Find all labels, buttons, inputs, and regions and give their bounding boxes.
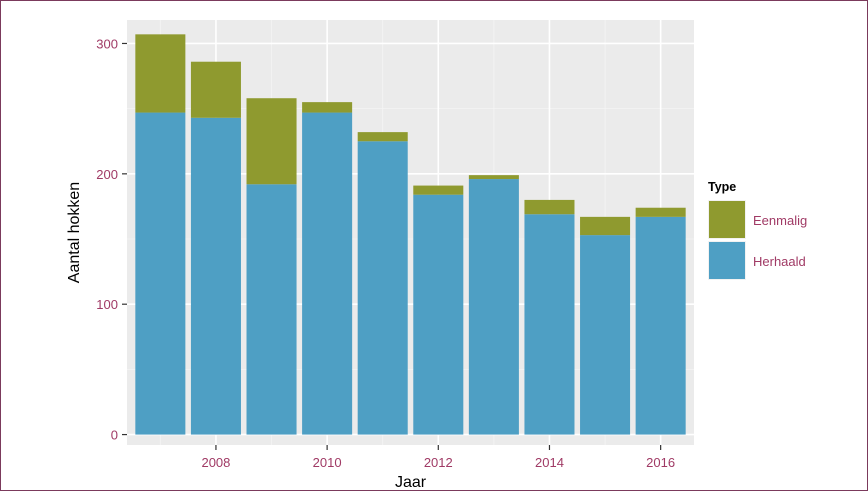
x-axis-label: Jaar <box>395 474 427 490</box>
x-tick-label: 2012 <box>424 455 453 470</box>
bar-herhaald-2016 <box>635 216 686 435</box>
bar-herhaald-2012 <box>413 194 464 435</box>
x-tick-label: 2016 <box>646 455 675 470</box>
x-tick-label: 2010 <box>313 455 342 470</box>
bar-herhaald-2014 <box>524 214 575 435</box>
bar-herhaald-2013 <box>468 179 519 435</box>
legend-title: Type <box>708 180 736 194</box>
y-tick-label: 200 <box>96 167 118 182</box>
bar-eenmalig-2008 <box>190 61 241 118</box>
legend-swatch-eenmalig <box>709 201 745 238</box>
legend-swatch-herhaald <box>709 242 745 279</box>
bar-herhaald-2007 <box>135 112 186 435</box>
axes: 0 100 200 300 2008 2010 2012 2014 2016 <box>96 36 675 470</box>
bar-herhaald-2011 <box>357 141 408 435</box>
bar-eenmalig-2014 <box>524 199 575 215</box>
bar-herhaald-2010 <box>302 112 353 435</box>
bar-eenmalig-2016 <box>635 207 686 217</box>
bar-eenmalig-2015 <box>580 216 631 236</box>
y-tick-label: 0 <box>111 428 118 443</box>
legend-label-herhaald: Herhaald <box>753 254 806 269</box>
y-tick-label: 300 <box>96 36 118 51</box>
bar-eenmalig-2013 <box>468 175 519 180</box>
bar-eenmalig-2007 <box>135 34 186 113</box>
x-tick-label: 2008 <box>201 455 230 470</box>
bars <box>135 34 686 435</box>
bar-herhaald-2008 <box>190 117 241 435</box>
bar-eenmalig-2010 <box>302 102 353 113</box>
bar-eenmalig-2012 <box>413 185 464 195</box>
legend: Type Eenmalig Herhaald <box>708 180 807 280</box>
y-axis-label: Aantal hokken <box>66 182 83 283</box>
bar-herhaald-2009 <box>246 184 297 435</box>
bar-eenmalig-2011 <box>357 132 408 142</box>
legend-label-eenmalig: Eenmalig <box>753 213 807 228</box>
bar-eenmalig-2009 <box>246 98 297 185</box>
bar-herhaald-2015 <box>580 235 631 435</box>
y-tick-label: 100 <box>96 297 118 312</box>
x-tick-label: 2014 <box>535 455 564 470</box>
